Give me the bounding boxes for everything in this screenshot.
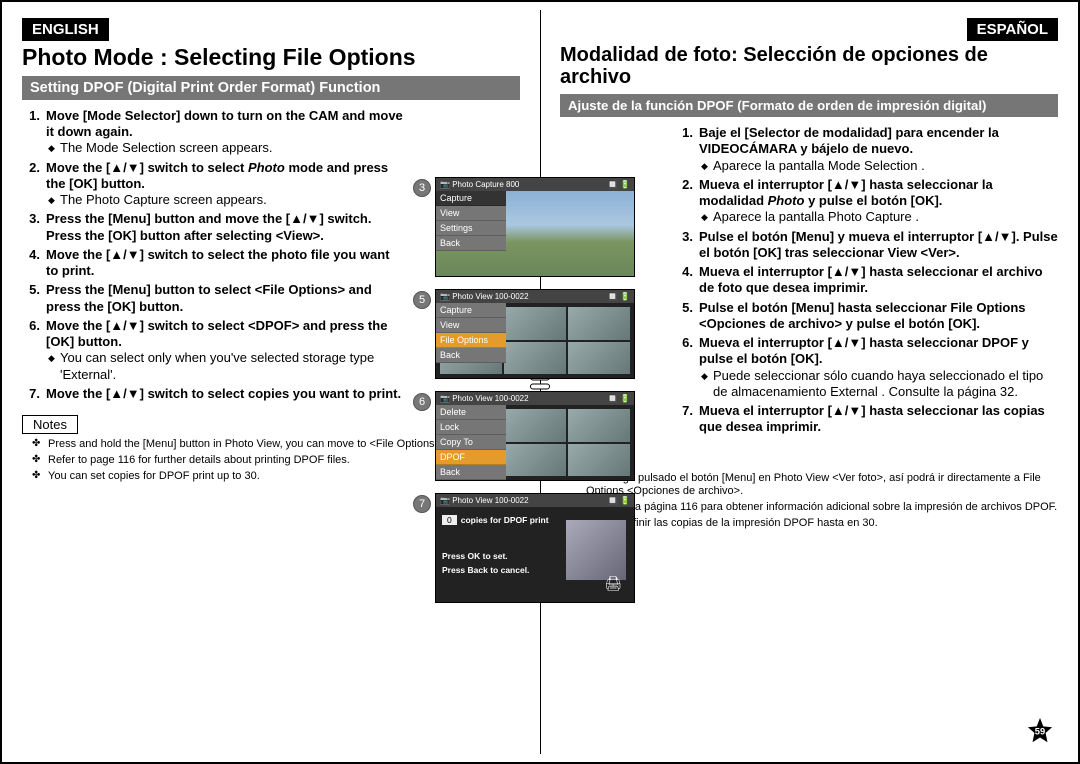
step: 6.Move the [▲/▼] switch to select <DPOF>…: [22, 318, 405, 383]
manual-page: ENGLISH Photo Mode : Selecting File Opti…: [0, 0, 1080, 764]
lang-badge-en: ENGLISH: [22, 18, 109, 41]
step: 7.Mueva el interruptor [▲/▼] hasta selec…: [675, 403, 1058, 436]
svg-text:59: 59: [1035, 727, 1045, 737]
step: 1.Move [Mode Selector] down to turn on t…: [22, 108, 405, 157]
screen-badge-7: 7: [413, 495, 431, 513]
menu-item: View: [436, 206, 506, 221]
menu-item: Settings: [436, 221, 506, 236]
step: 4.Move the [▲/▼] switch to select the ph…: [22, 247, 405, 280]
menu-item: Capture: [436, 303, 506, 318]
step: 5.Press the [Menu] button to select <Fil…: [22, 282, 405, 315]
note-item: Puede definir las copias de la impresión…: [574, 517, 1058, 531]
page-number-badge: 59: [1026, 717, 1054, 750]
screen-3: 3 📷 Photo Capture 800🔲 🔋 CaptureViewSett…: [435, 177, 645, 277]
menu-item: File Options: [436, 333, 506, 348]
menu-item: Copy To: [436, 435, 506, 450]
note-item: Mantenga pulsado el botón [Menu] en Phot…: [574, 472, 1058, 500]
subheading-es: Ajuste de la función DPOF (Formato de or…: [560, 94, 1058, 117]
screen-badge-5: 5: [413, 291, 431, 309]
lang-badge-es: ESPAÑOL: [967, 18, 1058, 41]
step: 2.Move the [▲/▼] switch to select Photo …: [22, 160, 405, 209]
notes-label-en: Notes: [22, 415, 78, 434]
step: 1.Baje el [Selector de modalidad] para e…: [675, 125, 1058, 174]
step: 2.Mueva el interruptor [▲/▼] hasta selec…: [675, 177, 1058, 226]
menu-item: DPOF: [436, 450, 506, 465]
menu-item: Back: [436, 348, 506, 363]
step: 7.Move the [▲/▼] switch to select copies…: [22, 386, 405, 402]
step: 3.Pulse el botón [Menu] y mueva el inter…: [675, 229, 1058, 262]
title-en: Photo Mode : Selecting File Options: [22, 45, 520, 70]
step: 5.Pulse el botón [Menu] hasta selecciona…: [675, 300, 1058, 333]
menu-item: Lock: [436, 420, 506, 435]
title-es: Modalidad de foto: Selección de opciones…: [560, 45, 1058, 88]
dpof-thumb: [566, 520, 626, 580]
printer-icon: 🖨: [604, 575, 622, 592]
screen-6: 6 📷 Photo View 100-0022🔲 🔋 DeleteLockCop…: [435, 391, 645, 481]
menu-item: Delete: [436, 405, 506, 420]
step: 3.Press the [Menu] button and move the […: [22, 211, 405, 244]
menu-item: Capture: [436, 191, 506, 206]
screen-7: 7 📷 Photo View 100-0022🔲 🔋 0copies for D…: [435, 493, 645, 603]
menu-item: View: [436, 318, 506, 333]
screen-5: 5 📷 Photo View 100-0022🔲 🔋 CaptureViewFi…: [435, 289, 645, 379]
screen-badge-3: 3: [413, 179, 431, 197]
lcd-mockups: 3 📷 Photo Capture 800🔲 🔋 CaptureViewSett…: [435, 177, 645, 615]
step: 6.Mueva el interruptor [▲/▼] hasta selec…: [675, 335, 1058, 400]
menu-item: Back: [436, 236, 506, 251]
note-item: Consulte la página 116 para obtener info…: [574, 501, 1058, 515]
menu-item: Back: [436, 465, 506, 480]
step: 4.Mueva el interruptor [▲/▼] hasta selec…: [675, 264, 1058, 297]
screen-badge-6: 6: [413, 393, 431, 411]
subheading-en: Setting DPOF (Digital Print Order Format…: [22, 76, 520, 100]
